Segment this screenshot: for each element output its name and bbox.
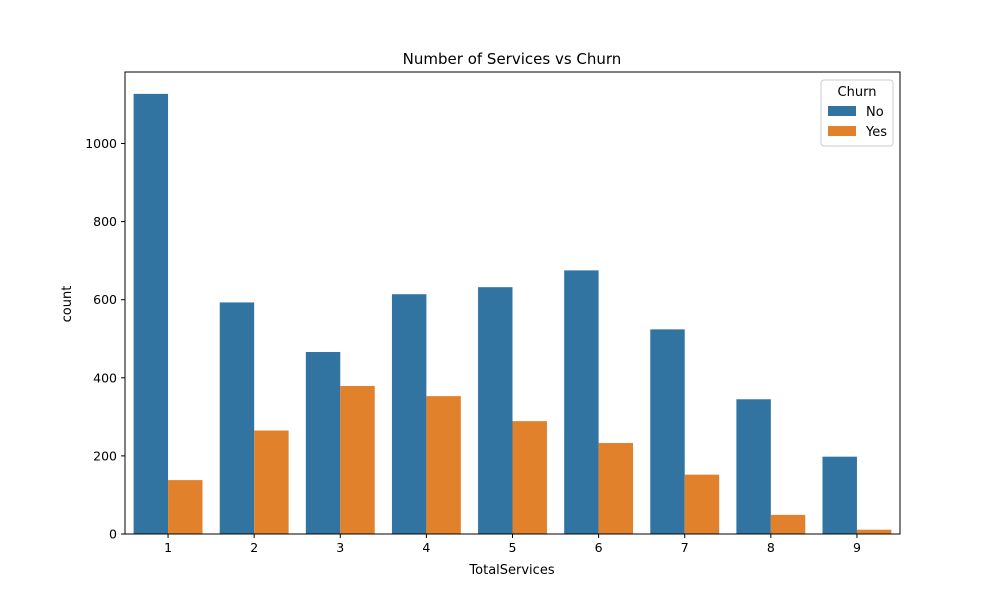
bar-yes-8 bbox=[770, 514, 806, 534]
bar-no-9 bbox=[822, 456, 857, 534]
bar-yes-9 bbox=[856, 529, 892, 534]
x-tick-label-5: 5 bbox=[509, 540, 517, 555]
y-tick-label-800: 800 bbox=[93, 214, 117, 229]
legend-swatch-no bbox=[828, 106, 856, 116]
y-tick-label-0: 0 bbox=[109, 527, 117, 542]
y-tick-label-1000: 1000 bbox=[85, 136, 117, 151]
legend-swatch-yes bbox=[828, 126, 856, 136]
x-tick-label-6: 6 bbox=[595, 540, 603, 555]
legend-title: Churn bbox=[838, 85, 877, 100]
bar-yes-5 bbox=[512, 421, 547, 534]
bar-no-6 bbox=[564, 270, 599, 534]
bar-no-1 bbox=[133, 93, 169, 535]
bar-yes-2 bbox=[254, 430, 289, 534]
bar-yes-3 bbox=[340, 385, 375, 534]
x-tick-label-3: 3 bbox=[336, 540, 344, 555]
legend-label-yes: Yes bbox=[865, 125, 887, 140]
legend: Churn No Yes bbox=[820, 79, 894, 147]
legend-label-no: No bbox=[866, 105, 884, 120]
bar-no-8 bbox=[736, 399, 771, 534]
y-tick-label-400: 400 bbox=[93, 370, 117, 385]
bar-yes-4 bbox=[426, 396, 461, 534]
bar-no-3 bbox=[305, 352, 341, 534]
bar-no-2 bbox=[219, 302, 255, 534]
bar-yes-6 bbox=[598, 443, 634, 534]
x-tick-label-4: 4 bbox=[422, 540, 430, 555]
x-axis: 1 2 3 4 5 6 7 8 9 bbox=[164, 534, 861, 555]
x-axis-label: TotalServices bbox=[468, 563, 554, 578]
y-axis-label: count bbox=[60, 286, 75, 323]
bars-layer bbox=[133, 93, 892, 535]
plot-frame bbox=[124, 71, 901, 535]
bar-no-5 bbox=[478, 287, 513, 534]
x-tick-label-9: 9 bbox=[853, 540, 861, 555]
y-tick-label-600: 600 bbox=[93, 292, 117, 307]
bar-no-7 bbox=[650, 329, 685, 534]
x-tick-label-7: 7 bbox=[681, 540, 689, 555]
bar-no-4 bbox=[391, 294, 427, 534]
x-tick-label-1: 1 bbox=[164, 540, 172, 555]
x-tick-label-2: 2 bbox=[250, 540, 258, 555]
bar-yes-1 bbox=[168, 480, 203, 534]
x-tick-label-8: 8 bbox=[767, 540, 775, 555]
chart-title: Number of Services vs Churn bbox=[403, 50, 622, 68]
y-tick-label-200: 200 bbox=[93, 448, 117, 463]
y-axis: 0 200 400 600 800 1000 bbox=[85, 136, 125, 542]
bar-yes-7 bbox=[684, 474, 720, 534]
